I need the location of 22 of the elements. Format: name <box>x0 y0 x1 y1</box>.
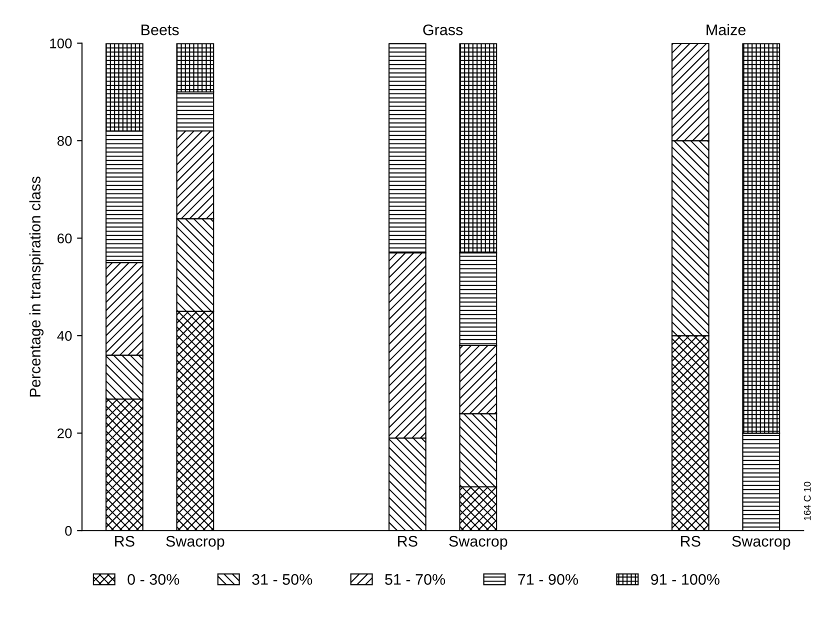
y-axis-title: Percentage in transpiration class <box>29 176 44 396</box>
legend-label: 0 - 30% <box>128 574 180 585</box>
legend-label: 71 - 90% <box>518 574 578 585</box>
x-tick-label: Swacrop <box>166 536 224 550</box>
x-tick-label: RS <box>115 536 134 547</box>
y-tick-label: 40 <box>57 330 72 341</box>
y-tick-label: 100 <box>50 38 72 48</box>
text: Beets <box>142 24 179 36</box>
legend-label: 51 - 70% <box>385 574 446 585</box>
text: Maize <box>706 24 746 36</box>
text: 164 C 10 <box>804 482 811 520</box>
y-tick-label: 60 <box>58 233 72 244</box>
x-tick-label: Swacrop <box>449 536 508 550</box>
x-tick-label: Swacrop <box>732 536 790 550</box>
x-tick-label: RS <box>398 536 418 547</box>
x-tick-label: RS <box>681 536 700 547</box>
legend-label: 31 - 50% <box>252 574 312 585</box>
text: Grass <box>423 24 463 36</box>
legend-label: 91 - 100% <box>651 574 720 585</box>
y-tick-label: 20 <box>58 428 72 438</box>
y-tick-label: 80 <box>57 136 72 146</box>
y-tick-label: 0 <box>65 526 72 536</box>
